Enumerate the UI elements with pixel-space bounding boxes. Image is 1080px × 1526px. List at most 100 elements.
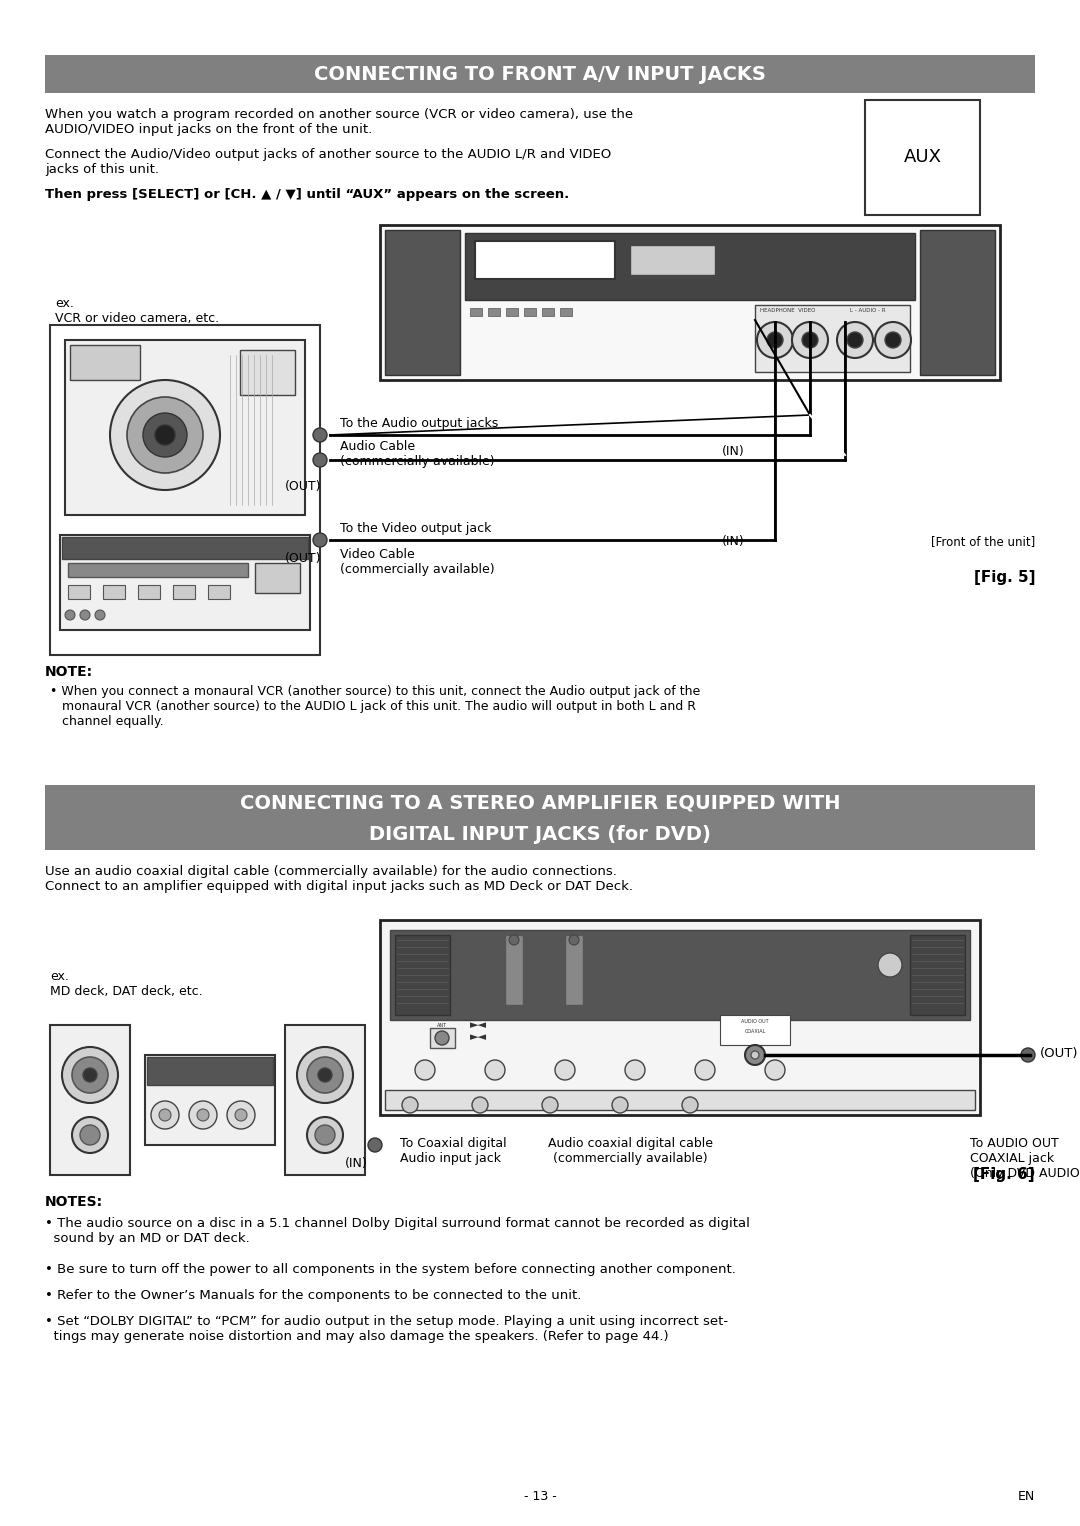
Circle shape <box>143 414 187 456</box>
Bar <box>70 345 140 380</box>
Bar <box>542 308 554 316</box>
Bar <box>380 224 1000 380</box>
Circle shape <box>402 1097 418 1112</box>
Text: Connect the Audio/Video output jacks of another source to the AUDIO L/R and VIDE: Connect the Audio/Video output jacks of … <box>45 148 611 175</box>
Circle shape <box>757 322 793 359</box>
Circle shape <box>875 322 912 359</box>
Bar <box>524 308 536 316</box>
Circle shape <box>72 1058 108 1093</box>
Circle shape <box>159 1109 171 1122</box>
Text: EN: EN <box>1017 1489 1035 1503</box>
Bar <box>138 584 160 600</box>
Bar <box>430 1029 455 1048</box>
Text: DIGITAL INPUT JACKS (for DVD): DIGITAL INPUT JACKS (for DVD) <box>369 826 711 844</box>
Circle shape <box>415 1061 435 1080</box>
Text: CONNECTING TO A STEREO AMPLIFIER EQUIPPED WITH: CONNECTING TO A STEREO AMPLIFIER EQUIPPE… <box>240 794 840 812</box>
Text: (OUT): (OUT) <box>285 481 322 493</box>
Text: Use an audio coaxial digital cable (commercially available) for the audio connec: Use an audio coaxial digital cable (comm… <box>45 865 633 893</box>
Bar <box>173 584 195 600</box>
Circle shape <box>612 1097 627 1112</box>
Bar <box>65 340 305 514</box>
Circle shape <box>307 1058 343 1093</box>
Circle shape <box>847 333 863 348</box>
Text: L - AUDIO - R: L - AUDIO - R <box>850 308 886 313</box>
Circle shape <box>1021 1048 1035 1062</box>
Bar <box>565 935 583 1006</box>
Circle shape <box>767 333 783 348</box>
Bar <box>390 929 970 1019</box>
Bar <box>240 349 295 395</box>
Bar <box>68 563 248 577</box>
Bar <box>285 1025 365 1175</box>
Text: AUX: AUX <box>904 148 942 166</box>
Bar <box>507 308 518 316</box>
Text: (OUT): (OUT) <box>285 552 322 565</box>
Text: ex.
MD deck, DAT deck, etc.: ex. MD deck, DAT deck, etc. <box>50 971 203 998</box>
Bar <box>465 233 915 301</box>
Bar <box>50 1025 130 1175</box>
Circle shape <box>368 1138 382 1152</box>
Circle shape <box>313 427 327 443</box>
Circle shape <box>80 610 90 620</box>
Bar <box>208 584 230 600</box>
Circle shape <box>318 1068 332 1082</box>
Bar <box>45 55 1035 93</box>
Bar <box>395 935 450 1015</box>
Circle shape <box>837 322 873 359</box>
Text: • Be sure to turn off the power to all components in the system before connectin: • Be sure to turn off the power to all c… <box>45 1264 735 1276</box>
Circle shape <box>751 1051 759 1059</box>
Text: CONNECTING TO FRONT A/V INPUT JACKS: CONNECTING TO FRONT A/V INPUT JACKS <box>314 64 766 84</box>
Text: • Set “DOLBY DIGITAL” to “PCM” for audio output in the setup mode. Playing a uni: • Set “DOLBY DIGITAL” to “PCM” for audio… <box>45 1315 728 1343</box>
Circle shape <box>569 935 579 945</box>
Bar <box>255 563 300 594</box>
Bar <box>384 1090 975 1109</box>
Text: AUDIO OUT: AUDIO OUT <box>741 1019 769 1024</box>
Circle shape <box>792 322 828 359</box>
Bar <box>720 1015 789 1045</box>
Circle shape <box>83 1068 97 1082</box>
Circle shape <box>745 1045 765 1065</box>
Bar <box>380 920 980 1116</box>
Bar <box>45 784 1035 850</box>
Bar <box>505 935 523 1006</box>
Circle shape <box>435 1032 449 1045</box>
Text: • When you connect a monaural VCR (another source) to this unit, connect the Aud: • When you connect a monaural VCR (anoth… <box>50 685 700 728</box>
Text: ex.
VCR or video camera, etc.: ex. VCR or video camera, etc. <box>55 298 219 325</box>
Bar <box>488 308 500 316</box>
Circle shape <box>625 1061 645 1080</box>
Text: ►◄: ►◄ <box>470 1032 487 1042</box>
Circle shape <box>80 1125 100 1144</box>
Text: Audio coaxial digital cable
(commercially available): Audio coaxial digital cable (commerciall… <box>548 1137 713 1164</box>
Circle shape <box>313 453 327 467</box>
Text: [Fig. 6]: [Fig. 6] <box>973 1167 1035 1183</box>
Bar <box>561 308 572 316</box>
Bar <box>145 1054 275 1144</box>
Circle shape <box>315 1125 335 1144</box>
Text: (IN): (IN) <box>723 446 745 458</box>
Bar <box>470 308 482 316</box>
Bar <box>910 935 966 1015</box>
Circle shape <box>65 610 75 620</box>
Circle shape <box>555 1061 575 1080</box>
Bar <box>60 536 310 630</box>
Circle shape <box>235 1109 247 1122</box>
Text: [Front of the unit]: [Front of the unit] <box>931 536 1035 548</box>
Circle shape <box>307 1117 343 1154</box>
Bar <box>62 537 308 559</box>
Circle shape <box>696 1061 715 1080</box>
Text: To the Audio output jacks: To the Audio output jacks <box>340 417 498 430</box>
Bar <box>755 305 910 372</box>
Text: ANT: ANT <box>437 1022 447 1029</box>
Circle shape <box>156 426 175 446</box>
Text: (OUT): (OUT) <box>1040 1047 1079 1061</box>
Bar <box>103 584 125 600</box>
Circle shape <box>485 1061 505 1080</box>
Text: To AUDIO OUT
COAXIAL jack
(Only DVD AUDIO OUT): To AUDIO OUT COAXIAL jack (Only DVD AUDI… <box>970 1137 1080 1180</box>
Bar <box>147 1058 273 1085</box>
Bar <box>384 230 460 375</box>
Circle shape <box>509 935 519 945</box>
Text: When you watch a program recorded on another source (VCR or video camera), use t: When you watch a program recorded on ano… <box>45 108 633 136</box>
Text: To the Video output jack: To the Video output jack <box>340 522 491 536</box>
Text: HEADPHONE  VIDEO: HEADPHONE VIDEO <box>760 308 815 313</box>
Circle shape <box>95 610 105 620</box>
